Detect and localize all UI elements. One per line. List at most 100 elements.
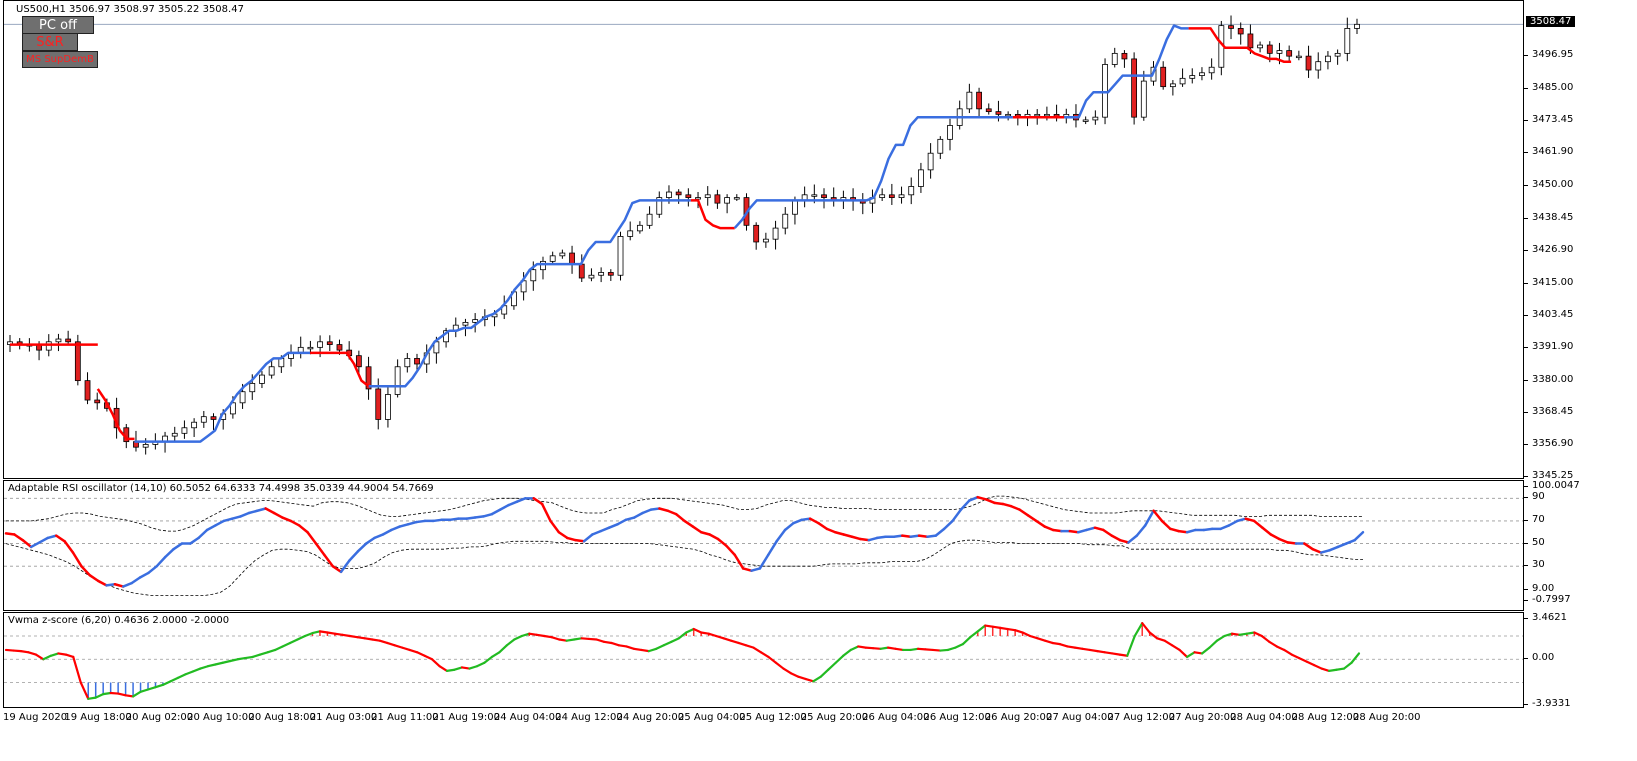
trailing-stop-down: [96, 388, 135, 441]
candle-body: [317, 341, 324, 348]
candle-body: [1179, 77, 1186, 85]
zscore-segment: [737, 641, 748, 647]
rsi-segment: [875, 535, 887, 540]
zscore-segment: [1081, 647, 1091, 652]
candle-body: [394, 366, 401, 395]
zscore-svg[interactable]: [4, 613, 1524, 708]
axis-tick-mark: [1524, 476, 1528, 477]
zscore-segment: [1148, 631, 1159, 640]
axis-tick-mark: [1524, 704, 1528, 705]
zscore-segment: [139, 688, 150, 693]
zscore-segment: [274, 645, 284, 652]
rsi-oscillator-svg[interactable]: [4, 481, 1524, 611]
current-price-tag: 3508.47: [1526, 16, 1576, 28]
zscore-segment: [1133, 622, 1144, 638]
zscore-segment: [1290, 653, 1301, 660]
candle-body: [540, 260, 546, 271]
pc-off-button[interactable]: PC off: [22, 16, 94, 34]
candle-body: [685, 194, 692, 198]
zscore-segment: [102, 691, 112, 696]
candle-body: [985, 108, 992, 113]
candle-body: [598, 272, 605, 276]
rsi-segment: [214, 519, 226, 527]
candle-body: [1228, 25, 1234, 29]
zscore-segment: [430, 658, 441, 668]
zscore-segment: [1230, 632, 1241, 636]
candle-body: [1082, 119, 1089, 122]
trailing-stop-down: [690, 199, 735, 230]
rsi-segment: [381, 528, 393, 536]
rsi-segment: [691, 525, 703, 534]
candle-body: [976, 91, 982, 110]
price-chart-pane[interactable]: US500,H1 3506.97 3508.97 3505.22 3508.47: [3, 0, 1524, 479]
candle-body: [559, 252, 566, 257]
zscore-segment: [886, 646, 897, 650]
zscore-segment: [834, 654, 845, 664]
candle-body: [549, 255, 556, 262]
zscore-segment: [1096, 650, 1106, 654]
zscore-segment: [1126, 634, 1136, 657]
rsi-oscillator-pane[interactable]: Adaptable RSI oscillator (14,10) 60.5052…: [3, 480, 1524, 611]
rsi-segment: [1185, 528, 1197, 534]
candle-body: [811, 194, 818, 197]
candle-body: [1208, 66, 1215, 74]
rsi-segment: [80, 564, 92, 577]
zscore-segment: [819, 668, 830, 678]
price-tick-label: 3403.45: [1532, 308, 1574, 320]
ms-supdemb-button[interactable]: MS SupDemB: [22, 51, 98, 68]
zscore-segment: [1014, 629, 1024, 634]
zscore-pane[interactable]: Vwma z-score (6,20) 0.4636 2.0000 -2.000…: [3, 612, 1524, 708]
candle-body: [404, 358, 411, 368]
zscore-segment: [565, 638, 576, 642]
price-chart-svg[interactable]: [4, 1, 1524, 479]
zscore-segment: [281, 641, 292, 648]
zscore-segment: [961, 636, 972, 646]
candle-body: [414, 358, 420, 365]
price-tick-label: 3426.90: [1532, 243, 1574, 255]
axis-tick-mark: [1524, 185, 1528, 187]
zscore-segment: [199, 665, 209, 670]
candle-body: [1121, 52, 1128, 60]
rsi-segment: [1261, 526, 1273, 536]
rsi-segment: [834, 530, 845, 536]
rsi-segment: [616, 518, 628, 526]
zscore-segment: [468, 665, 479, 670]
candle-body: [821, 194, 827, 198]
time-tick-label: 24 Aug 12:00: [555, 712, 623, 723]
axis-tick-mark: [1524, 314, 1528, 316]
zscore-segment: [184, 670, 194, 676]
rsi-segment: [331, 564, 343, 574]
axis-tick-mark: [1524, 346, 1528, 348]
zscore-segment: [610, 641, 621, 647]
candle-body: [1131, 58, 1138, 118]
rsi-segment: [825, 527, 837, 534]
sr-button[interactable]: S&R: [22, 33, 78, 51]
rsi-segment: [1336, 542, 1348, 549]
price-axis: 3496.95 3485.00 3473.45 3461.90 3450.00 3438.…: [1524, 0, 1637, 481]
zscore-segment: [1238, 632, 1248, 636]
time-tick-label: 28 Aug 20:00: [1353, 712, 1421, 723]
rsi-segment: [163, 547, 175, 559]
trailing-stop-up: [134, 351, 311, 443]
zscore-segment: [341, 633, 351, 638]
rsi-segment: [130, 576, 142, 585]
candle-body: [472, 319, 479, 323]
candle-body: [1344, 28, 1351, 54]
zscore-segment: [722, 637, 733, 642]
zscore-segment: [1275, 645, 1286, 652]
axis-tick-mark: [1524, 658, 1528, 660]
time-tick-label: 27 Aug 12:00: [1107, 712, 1175, 723]
zscore-segment: [109, 691, 120, 695]
rsi-segment: [582, 533, 594, 543]
zscore-segment: [1051, 641, 1062, 646]
rsi-lower-band: [5, 539, 1363, 596]
rsi-segment: [892, 534, 904, 539]
price-tick-label: 3496.95: [1532, 49, 1574, 61]
zscore-segment: [27, 651, 38, 656]
rsi-segment: [934, 527, 946, 537]
zscore-segment: [797, 675, 807, 681]
zscore-segment: [87, 696, 97, 700]
zscore-segment: [857, 645, 867, 649]
zscore-segment: [371, 638, 381, 642]
rsi-segment: [1303, 542, 1314, 551]
